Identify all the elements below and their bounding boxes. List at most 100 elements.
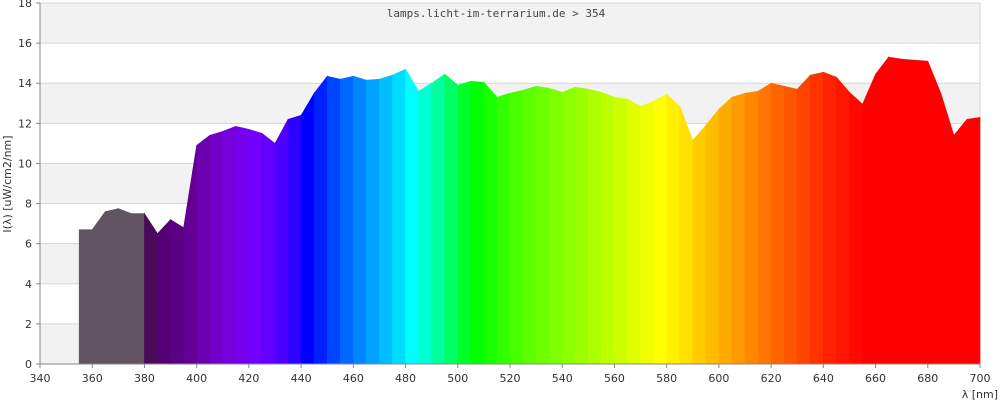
x-tick-label: 600 (708, 372, 729, 385)
spectrum-segment (823, 71, 837, 365)
y-axis-label: I(λ) [uW/cm2/nm] (1, 135, 14, 232)
y-tick-label: 14 (18, 77, 32, 90)
spectrum-segment (353, 75, 367, 365)
spectrum-segment (248, 128, 263, 365)
spectrum-segment (574, 86, 589, 365)
spectrum-segment (927, 61, 942, 365)
y-tick-label: 10 (18, 157, 32, 170)
spectrum-segment (261, 132, 276, 365)
spectrum-segment (692, 124, 707, 365)
spectrum-segment (366, 78, 380, 365)
spectrum-segment (614, 96, 628, 365)
y-tick-label: 18 (18, 0, 32, 10)
spectrum-segment (849, 91, 863, 365)
y-tick-label: 8 (25, 198, 32, 211)
y-tick-label: 4 (25, 278, 32, 291)
spectrum-segment (705, 108, 720, 365)
y-tick-label: 2 (25, 318, 32, 331)
spectrum-segment (118, 208, 132, 365)
spectrum-segment (796, 74, 811, 365)
spectrum-segment (326, 75, 341, 365)
spectrum-segment (313, 75, 328, 365)
spectrum-segment (483, 81, 498, 365)
spectrum-segment (666, 93, 681, 365)
x-tick-label: 340 (30, 372, 51, 385)
spectrum-segment (809, 71, 824, 365)
x-axis-label: λ [nm] (962, 388, 998, 400)
spectrum-segment (640, 100, 654, 365)
spectrum-segment (170, 219, 184, 365)
spectrum-segment (379, 74, 393, 365)
spectrum-segment (157, 218, 171, 365)
spectrum-segment (209, 130, 224, 365)
spectrum-segment (444, 73, 459, 365)
spectrum-segment (653, 93, 667, 365)
spectrum-segment (196, 134, 211, 365)
spectrum-segment (418, 82, 432, 365)
x-tick-label: 540 (552, 372, 573, 385)
spectrum-segment (470, 80, 485, 365)
x-tick-label: 360 (82, 372, 103, 385)
x-tick-label: 640 (813, 372, 834, 385)
spectrum-segment (561, 86, 576, 365)
spectrum-segment (966, 116, 981, 365)
spectrum-segment (405, 68, 419, 365)
x-tick-label: 660 (865, 372, 886, 385)
grid-band (40, 3, 980, 44)
spectrum-segment (862, 74, 876, 365)
spectrum-segment (731, 92, 746, 365)
x-tick-label: 520 (500, 372, 521, 385)
spectrum-segment (744, 90, 759, 365)
x-tick-label: 380 (134, 372, 155, 385)
y-tick-label: 0 (25, 358, 32, 371)
spectrum-segment (457, 80, 472, 365)
x-tick-label: 580 (656, 372, 677, 385)
y-tick-label: 16 (18, 37, 32, 50)
x-tick-label: 440 (291, 372, 312, 385)
spectrum-segment (287, 114, 302, 365)
x-tick-label: 620 (761, 372, 782, 385)
chart-title: lamps.licht-im-terrarium.de > 354 (387, 7, 606, 20)
spectrum-segment (509, 89, 524, 365)
spectrum-segment (222, 125, 237, 365)
spectrum-segment (274, 119, 289, 365)
x-tick-label: 560 (604, 372, 625, 385)
x-tick-label: 680 (917, 372, 938, 385)
spectrum-segment (953, 118, 968, 365)
spectrum-segment (718, 96, 733, 365)
x-tick-label: 460 (343, 372, 364, 385)
spectrum-segment (679, 106, 694, 365)
spectrum-segment (757, 82, 772, 365)
spectrum-segment (914, 59, 929, 365)
y-tick-label: 6 (25, 238, 32, 251)
spectrum-segment (339, 75, 354, 365)
spectrum-segment (535, 85, 550, 365)
spectrum-segment (627, 98, 641, 365)
spectrum-segment (144, 212, 158, 365)
x-tick-label: 420 (238, 372, 259, 385)
spectrum-segment (78, 229, 93, 365)
spectrum-segment (91, 210, 106, 365)
spectrum-segment (548, 87, 563, 365)
spectrum-segment (392, 68, 406, 365)
spectrum-segment (940, 93, 955, 365)
spectrum-segment (888, 56, 902, 365)
x-tick-label: 500 (447, 372, 468, 385)
x-tick-label: 480 (395, 372, 416, 385)
spectrum-segment (875, 56, 889, 365)
spectrum-segment (901, 58, 916, 365)
spectrum-area (78, 56, 981, 365)
axes: 0 2 4 6 8 10 12 14 16 18 340 360 380 400 420 440 460 480 5… (18, 0, 991, 385)
spectrum-segment (104, 208, 119, 365)
spectrum-segment (235, 125, 250, 365)
spectrum-segment (431, 73, 446, 365)
x-tick-label: 700 (970, 372, 991, 385)
spectrum-segment (783, 85, 798, 365)
spectrum-segment (496, 92, 511, 365)
x-tick-label: 400 (186, 372, 207, 385)
spectrum-segment (131, 213, 145, 365)
spectrum-segment (300, 92, 315, 365)
spectrum-segment (601, 91, 615, 365)
y-tick-label: 12 (18, 117, 32, 130)
